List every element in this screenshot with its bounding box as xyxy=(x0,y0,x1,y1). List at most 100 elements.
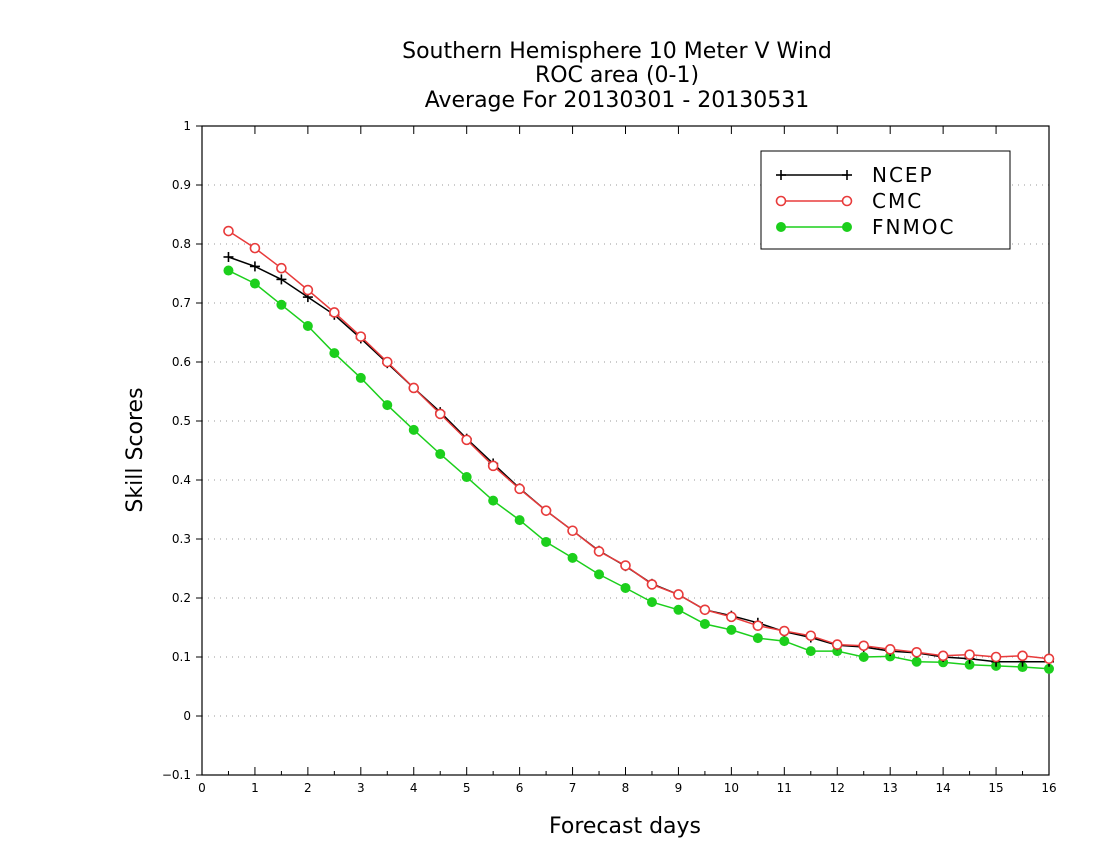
x-tick-label: 4 xyxy=(410,781,418,795)
data-point xyxy=(541,536,552,547)
data-point xyxy=(276,274,287,285)
data-point xyxy=(911,646,922,658)
x-tick-label: 8 xyxy=(622,781,630,795)
y-tick-label: 0.2 xyxy=(172,591,191,605)
x-axis-ticks: 0 1 2 3 4 5 6 7 8 9 10 11 12 13 14 15 16 xyxy=(198,126,1057,795)
data-point xyxy=(964,649,975,660)
y-axis-label: Skill Scores xyxy=(123,387,148,512)
y-tick-label: 0.3 xyxy=(172,532,191,546)
series-fnmoc xyxy=(223,265,1054,674)
x-axis-label: Forecast days xyxy=(549,814,701,839)
y-tick-label: 0.1 xyxy=(172,650,191,664)
chart-title-line-3: Average For 20130301 - 20130531 xyxy=(425,88,810,113)
data-point xyxy=(355,331,367,342)
x-tick-label: 15 xyxy=(988,781,1003,795)
data-point xyxy=(302,321,313,332)
data-point xyxy=(355,372,366,383)
data-point xyxy=(752,633,763,644)
x-tick-label: 11 xyxy=(777,781,792,795)
data-point xyxy=(1043,653,1055,665)
data-point xyxy=(673,604,684,615)
data-point xyxy=(329,307,340,318)
x-tick-label: 13 xyxy=(883,781,898,795)
data-point xyxy=(514,515,525,526)
data-point xyxy=(726,611,737,623)
y-tick-label: 0.6 xyxy=(172,355,191,369)
data-point xyxy=(249,261,260,272)
data-point xyxy=(567,525,578,537)
data-point xyxy=(514,483,525,495)
data-point xyxy=(911,656,922,667)
x-tick-label: 2 xyxy=(304,781,312,795)
data-point xyxy=(302,284,314,296)
data-point xyxy=(620,582,631,593)
data-point xyxy=(488,495,499,506)
data-point xyxy=(858,652,869,662)
data-point xyxy=(805,630,817,642)
data-point xyxy=(461,434,472,446)
series-line-ncep xyxy=(228,256,1049,663)
data-point xyxy=(329,348,340,359)
y-tick-label: 0.9 xyxy=(172,178,191,192)
data-point xyxy=(673,589,684,600)
x-tick-label: 12 xyxy=(830,781,845,795)
y-tick-label: 0.8 xyxy=(172,237,191,251)
legend-label: CMC xyxy=(872,189,923,213)
y-axis-ticks: −0.1 0 0.1 0.2 0.3 0.4 0.5 0.6 0.7 0.8 0.9 1 xyxy=(162,119,202,782)
data-point xyxy=(646,597,657,608)
series-ncep xyxy=(223,251,1054,667)
legend-marker xyxy=(842,170,852,180)
data-point xyxy=(752,620,764,632)
legend-marker xyxy=(841,195,853,207)
y-tick-label: 0 xyxy=(183,709,191,723)
legend-entry-cmc: CMC xyxy=(775,189,923,213)
chart-title-line-2: ROC area (0-1) xyxy=(535,63,699,88)
y-tick-label: 0.4 xyxy=(172,473,191,487)
data-point xyxy=(593,546,605,557)
data-point xyxy=(699,618,710,629)
legend-entry-ncep: NCEP xyxy=(776,163,932,187)
data-point xyxy=(620,560,631,571)
data-point xyxy=(382,400,393,411)
data-point xyxy=(249,242,261,254)
x-tick-label: 10 xyxy=(724,781,739,795)
data-point xyxy=(699,604,711,616)
x-tick-label: 6 xyxy=(516,781,524,795)
data-point xyxy=(779,636,790,647)
data-point xyxy=(540,505,552,516)
legend-box xyxy=(760,150,1011,250)
data-point xyxy=(276,299,287,310)
x-tick-label: 14 xyxy=(935,781,950,795)
data-point xyxy=(805,646,816,657)
data-point xyxy=(884,644,896,655)
y-tick-label: 0.5 xyxy=(172,414,191,428)
data-point xyxy=(1017,650,1028,662)
data-point xyxy=(831,639,843,650)
data-point xyxy=(435,449,446,460)
x-tick-label: 0 xyxy=(198,781,206,795)
data-point xyxy=(408,382,420,394)
legend-label: FNMOC xyxy=(872,215,955,239)
legend-marker xyxy=(775,195,787,207)
data-point xyxy=(594,569,605,580)
x-tick-label: 3 xyxy=(357,781,365,795)
data-point xyxy=(937,650,949,662)
legend-marker xyxy=(776,170,786,180)
x-tick-label: 9 xyxy=(675,781,683,795)
data-point xyxy=(858,640,870,652)
data-point xyxy=(461,472,472,483)
legend-marker xyxy=(776,222,786,232)
series-cmc xyxy=(223,225,1055,665)
data-point xyxy=(249,278,260,289)
x-tick-label: 16 xyxy=(1041,781,1056,795)
chart-title-line-1: Southern Hemisphere 10 Meter V Wind xyxy=(402,39,832,64)
legend-marker xyxy=(842,222,852,232)
data-point xyxy=(223,265,234,276)
data-point xyxy=(276,262,287,274)
data-point xyxy=(408,424,419,435)
y-tick-label: 0.7 xyxy=(172,296,191,310)
y-tick-label: 1 xyxy=(183,119,191,133)
data-point xyxy=(487,460,499,472)
data-point xyxy=(646,579,658,590)
